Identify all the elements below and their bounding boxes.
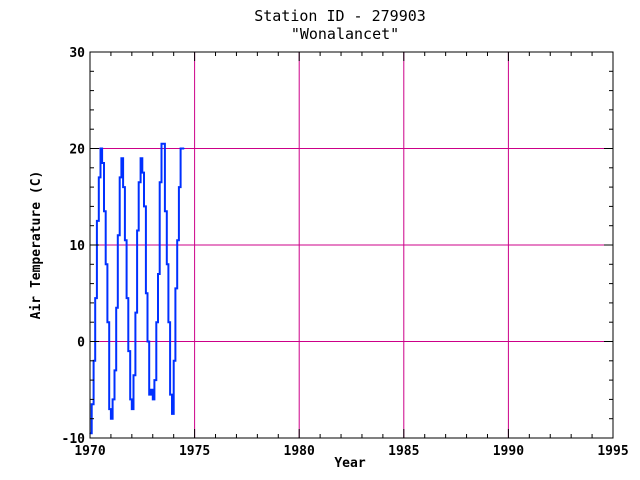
y-tick-label--10: -10 (62, 432, 86, 447)
data-point (183, 147, 185, 150)
data-point (113, 369, 116, 372)
data-point (111, 398, 114, 400)
series-line-0 (90, 142, 185, 435)
x-tick-label-1975: 1975 (179, 444, 210, 459)
data-point (126, 297, 128, 299)
data-point (91, 403, 93, 405)
y-tick-label-30: 30 (69, 46, 85, 61)
data-point (152, 398, 154, 400)
y-axis-label: Air Temperature (C) (29, 171, 44, 320)
data-point (173, 360, 175, 362)
data-point (155, 321, 157, 323)
data-point (160, 143, 163, 145)
data-point (96, 220, 98, 222)
data-point (181, 147, 184, 150)
data-point (110, 418, 112, 420)
data-point (166, 263, 168, 265)
x-axis-label: Year (334, 456, 365, 471)
series-layer (89, 142, 185, 435)
data-point (117, 234, 119, 236)
data-point (157, 273, 159, 275)
data-point (141, 172, 143, 174)
data-point (159, 181, 161, 183)
data-point (101, 162, 103, 164)
data-point (150, 389, 152, 391)
data-point (131, 408, 133, 410)
tick-labels: 1970 1975 1980 1985 1990 1995 -10 0 10 20 30 (62, 46, 629, 459)
x-tick-label-1990: 1990 (493, 444, 524, 459)
x-tick-label-1985: 1985 (388, 444, 419, 459)
data-point (127, 350, 129, 352)
data-point (108, 408, 110, 410)
data-point (115, 307, 117, 309)
data-point (178, 186, 180, 188)
data-point (124, 239, 126, 241)
data-point (136, 229, 138, 232)
data-point (98, 176, 100, 179)
data-point (94, 297, 96, 299)
data-point (119, 176, 121, 179)
data-point (171, 413, 173, 415)
data-point (145, 292, 147, 294)
chart-title-line2: "Wonalancet" (291, 25, 399, 43)
y-tick-label-20: 20 (69, 143, 85, 158)
y-tick-label-10: 10 (69, 239, 85, 254)
data-point (105, 263, 107, 265)
data-point (143, 205, 145, 207)
data-point (167, 321, 170, 323)
x-tick-label-1980: 1980 (284, 444, 315, 459)
chart-title-line1: Station ID - 279903 (254, 7, 426, 25)
data-point (140, 157, 142, 159)
data-point (169, 393, 171, 396)
axes-frame (89, 51, 614, 439)
data-point (106, 321, 108, 323)
data-point (153, 379, 156, 381)
data-point (148, 393, 150, 396)
data-point (120, 157, 122, 159)
y-tick-label-0: 0 (77, 336, 85, 351)
data-point (99, 147, 102, 150)
data-point (179, 147, 182, 150)
x-tick-label-1995: 1995 (597, 444, 628, 459)
grid-lines (90, 52, 613, 438)
data-point (146, 340, 149, 343)
x-tick-label-1970: 1970 (74, 444, 105, 459)
data-point (129, 398, 131, 400)
data-point (164, 210, 166, 212)
data-point (132, 374, 135, 376)
data-point (174, 287, 176, 290)
data-point (122, 186, 124, 188)
data-point (138, 181, 140, 183)
data-point (103, 210, 105, 212)
data-point (134, 311, 136, 314)
data-point (176, 239, 178, 241)
data-point (162, 143, 164, 145)
